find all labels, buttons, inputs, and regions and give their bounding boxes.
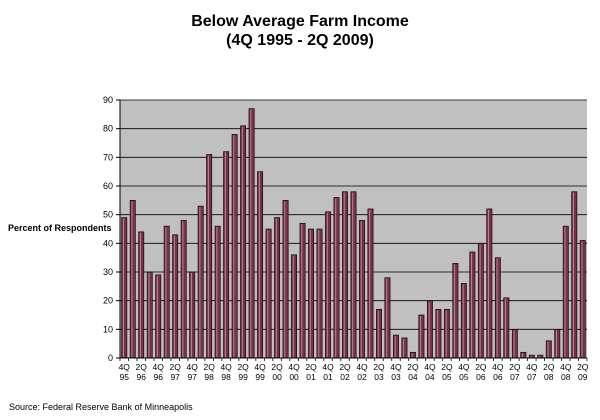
x-tick-label: 4Q 06 [492, 362, 504, 382]
bar [477, 243, 484, 359]
y-tick-label: 40 [103, 238, 113, 248]
bar [443, 308, 450, 359]
bar [545, 340, 552, 359]
bar [435, 308, 442, 359]
bar [554, 329, 561, 359]
bar [282, 200, 289, 359]
axes: 0 10 20 30 40 50 60 70 80 90 4Q 95 2Q 96 4Q 96 2Q 97 4Q 97 2… [103, 95, 589, 382]
bar [367, 208, 374, 359]
bar [197, 205, 204, 359]
bar [359, 220, 365, 359]
bar [172, 234, 179, 359]
bar [231, 134, 238, 359]
x-tick-label: 4Q 03 [390, 362, 402, 382]
bar [452, 263, 459, 359]
x-tick-label: 4Q 95 [119, 362, 131, 382]
x-tick-label: 2Q 03 [373, 362, 385, 382]
x-tick-label: 2Q 04 [407, 362, 419, 382]
bar [325, 211, 331, 359]
bar [579, 240, 586, 359]
y-tick-label: 20 [103, 296, 113, 306]
bar [265, 228, 272, 359]
bar [333, 197, 340, 359]
bar [393, 334, 399, 359]
x-tick-label: 4Q 05 [458, 362, 470, 382]
bar [418, 314, 425, 359]
y-tick-label: 10 [103, 324, 113, 334]
bar [146, 271, 153, 359]
x-tick-label: 4Q 08 [560, 362, 572, 382]
y-tick-label: 50 [103, 210, 113, 220]
x-tick-label: 2Q 01 [305, 362, 317, 382]
bar [129, 200, 136, 359]
y-tick-label: 30 [103, 267, 113, 277]
x-tick-label: 2Q 96 [136, 362, 148, 382]
x-tick-label: 2Q 08 [543, 362, 555, 382]
x-tick-label: 4Q 00 [288, 362, 300, 382]
bar [223, 151, 230, 359]
x-tick-label: 4Q 04 [424, 362, 436, 382]
bar [426, 300, 433, 359]
chart-title: Below Average Farm Income [191, 13, 409, 30]
x-tick-label: 2Q 06 [475, 362, 487, 382]
x-tick-label: 4Q 07 [526, 362, 538, 382]
bar [206, 154, 213, 359]
bar [520, 351, 527, 359]
x-tick-label: 4Q 02 [356, 362, 368, 382]
x-tick-label: 2Q 09 [577, 362, 589, 382]
x-tick-label: 4Q 01 [322, 362, 334, 382]
chart-title-block: Below Average Farm Income (4Q 1995 - 2Q … [0, 12, 600, 50]
bar [308, 228, 314, 359]
x-tick-label: 2Q 02 [339, 362, 351, 382]
bar [163, 225, 170, 359]
source-note: Source: Federal Reserve Bank of Minneapo… [9, 402, 193, 412]
bar [571, 191, 578, 359]
x-tick-label: 2Q 00 [271, 362, 283, 382]
bar [180, 220, 187, 359]
x-tick-label: 2Q 97 [170, 362, 182, 382]
y-tick-label: 80 [103, 124, 113, 134]
bar [503, 297, 510, 359]
bar [342, 191, 348, 359]
bar [376, 308, 382, 359]
bar [248, 108, 255, 359]
bar [240, 125, 247, 359]
bar [189, 271, 196, 359]
bar [257, 171, 264, 359]
bar [350, 191, 357, 359]
bar [384, 277, 391, 359]
bar [562, 225, 569, 359]
bar [155, 274, 162, 359]
y-axis-label: Percent of Respondents [8, 223, 112, 233]
x-tick-label: 2Q 99 [237, 362, 249, 382]
bar [274, 217, 281, 359]
x-tick-label: 2Q 07 [509, 362, 521, 382]
bar [494, 257, 501, 359]
bar [316, 228, 323, 359]
x-tick-label: 4Q 99 [254, 362, 266, 382]
bar [121, 217, 128, 359]
bar [291, 254, 297, 359]
y-tick-label: 0 [108, 353, 113, 363]
y-tick-label: 70 [103, 152, 113, 162]
bar [469, 251, 476, 359]
bar [460, 283, 467, 359]
bar [401, 337, 408, 359]
x-tick-label: 2Q 05 [441, 362, 453, 382]
bar [511, 329, 518, 359]
bar [138, 231, 145, 359]
bar [214, 225, 221, 359]
y-tick-label: 90 [103, 95, 113, 105]
x-tick-label: 4Q 96 [153, 362, 165, 382]
bar [299, 222, 306, 359]
x-tick-label: 4Q 98 [220, 362, 232, 382]
x-tick-label: 2Q 98 [203, 362, 215, 382]
x-tick-label: 4Q 97 [187, 362, 199, 382]
chart-subtitle: (4Q 1995 - 2Q 2009) [226, 32, 374, 49]
y-tick-label: 60 [103, 181, 113, 191]
bars [121, 108, 586, 359]
bar [486, 208, 493, 359]
bar [410, 351, 416, 359]
